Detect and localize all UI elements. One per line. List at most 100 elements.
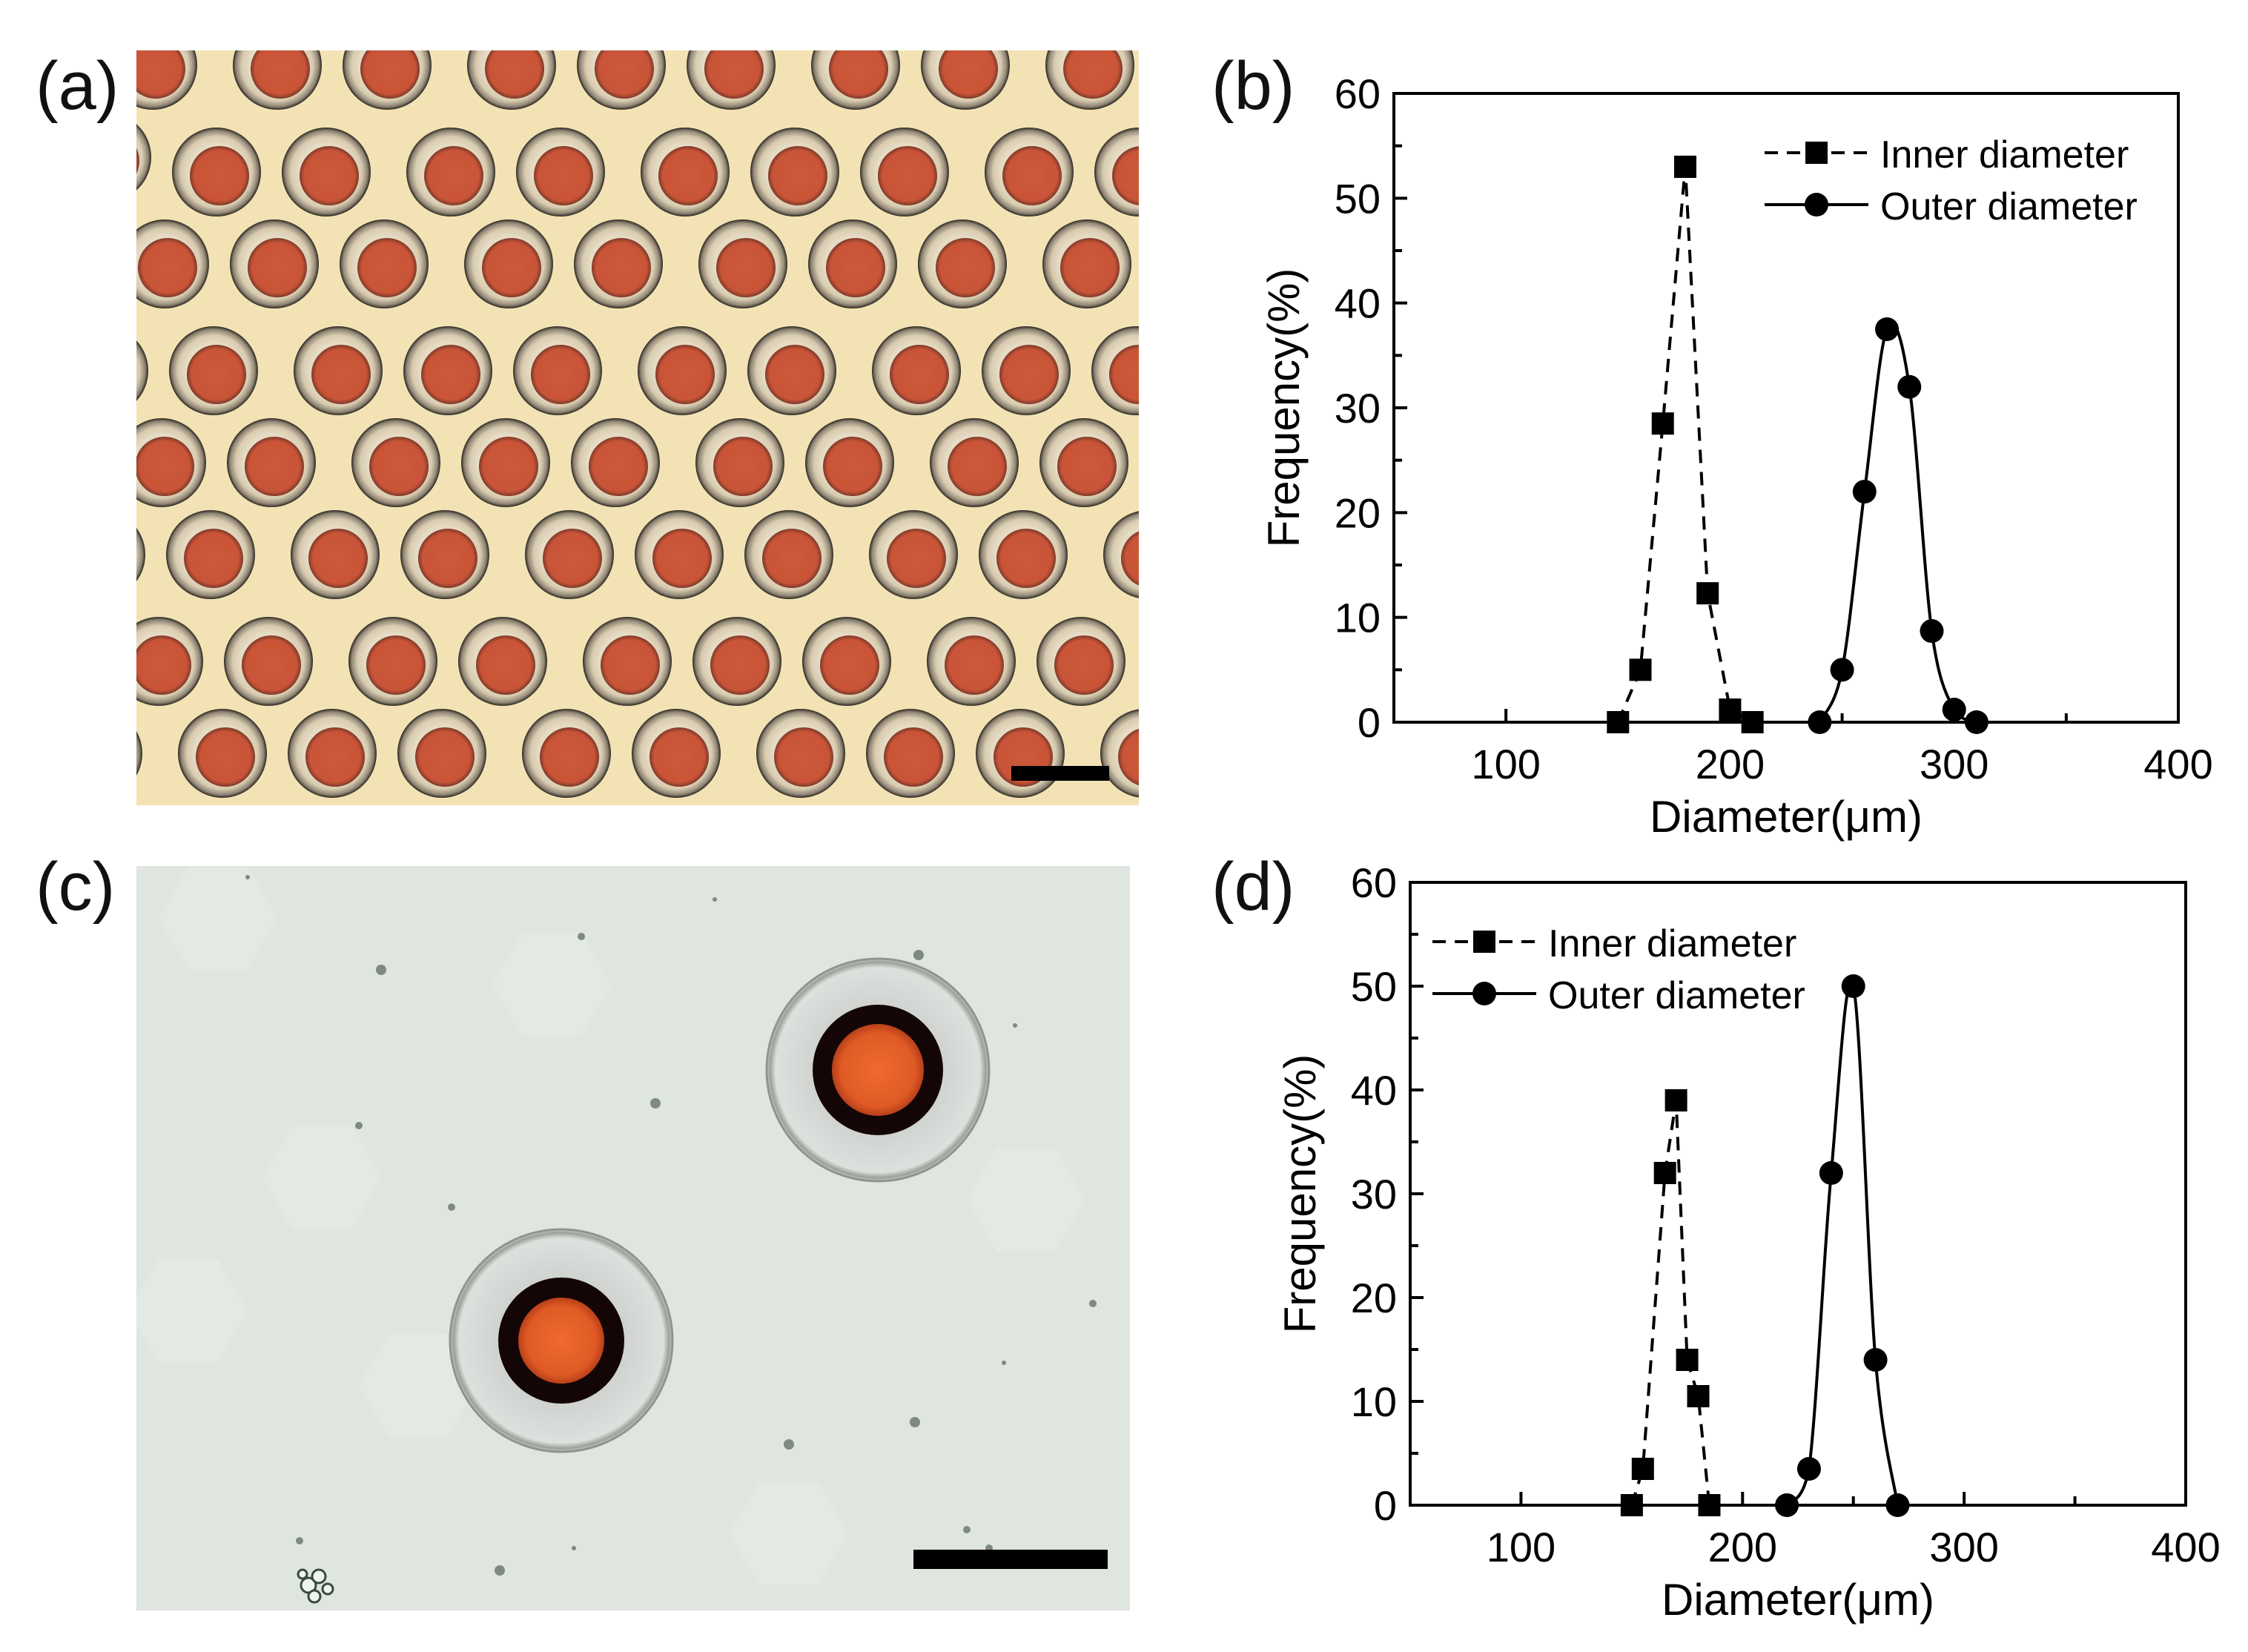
droplet	[291, 510, 380, 599]
x-tick-label: 400	[2143, 741, 2212, 787]
droplet	[765, 957, 991, 1183]
debris-particle	[713, 897, 717, 902]
droplet	[1039, 418, 1128, 507]
debris-particle	[1013, 1023, 1017, 1028]
background-texture	[262, 1126, 381, 1229]
bubble	[321, 1582, 334, 1596]
droplet-core	[1002, 146, 1062, 205]
droplet-core	[1060, 238, 1120, 297]
droplet	[458, 617, 547, 706]
droplet	[136, 219, 209, 308]
y-tick-label: 60	[1335, 70, 1381, 117]
scale-bar-c	[913, 1550, 1108, 1569]
background-texture	[492, 933, 611, 1037]
debris-particle	[913, 950, 924, 960]
series-outer-diameter	[1775, 974, 1910, 1517]
droplet	[169, 326, 258, 415]
bubble	[297, 1568, 308, 1580]
data-point-square	[1653, 1162, 1676, 1184]
droplet-core	[482, 238, 541, 297]
droplet-core	[311, 345, 371, 404]
droplet-core	[196, 727, 255, 787]
x-tick-label: 100	[1471, 741, 1540, 787]
droplet	[574, 219, 663, 308]
series-line	[1785, 979, 1900, 1507]
data-point-circle	[1808, 710, 1832, 734]
droplet-core	[1112, 146, 1139, 205]
series-inner-diameter	[1620, 1089, 1721, 1516]
y-tick-label: 30	[1351, 1171, 1397, 1217]
legend-label: Inner diameter	[1548, 922, 1796, 965]
data-point-circle	[1875, 317, 1900, 341]
droplet	[1045, 50, 1134, 110]
droplet-core	[543, 529, 602, 588]
droplet-shell	[136, 124, 151, 191]
droplet	[1091, 326, 1139, 415]
data-point-square	[1696, 582, 1719, 605]
y-tick-label: 40	[1351, 1067, 1397, 1114]
bubble	[311, 1568, 327, 1585]
droplet	[1103, 511, 1139, 598]
droplet-core	[713, 437, 773, 496]
panel-label-a: (a)	[36, 48, 119, 124]
droplet	[224, 617, 313, 706]
droplet-core	[1057, 437, 1117, 496]
panel-label-b: (b)	[1211, 48, 1295, 124]
droplet-core	[534, 146, 593, 205]
droplet-core	[829, 50, 888, 99]
droplet-core	[369, 437, 429, 496]
data-point-circle	[1852, 480, 1877, 504]
droplet	[802, 617, 891, 706]
x-axis-label: Diameter(μm)	[1662, 1575, 1934, 1625]
droplet	[985, 128, 1074, 217]
droplet	[1100, 709, 1139, 798]
legend-entry: Inner diameter	[1765, 133, 2129, 176]
droplet	[136, 50, 197, 110]
chart-d: 100 200 300 400 0 10 20 30 40 50 60 Diameter(μm) Fre…	[1275, 859, 2221, 1625]
droplet	[869, 510, 958, 599]
droplet	[467, 50, 556, 110]
droplet	[294, 326, 383, 415]
x-tick-label: 300	[1929, 1524, 1998, 1570]
droplet-core	[360, 50, 420, 99]
data-point-square	[1741, 711, 1764, 733]
droplet-core	[242, 635, 301, 695]
droplet	[516, 128, 605, 217]
droplet	[136, 418, 206, 507]
micrograph-a	[136, 50, 1139, 805]
droplet	[449, 1228, 674, 1453]
droplet	[687, 50, 776, 110]
droplet-core	[190, 146, 249, 205]
droplet-core	[476, 635, 535, 695]
debris-particle	[245, 875, 250, 879]
droplet	[397, 709, 486, 798]
legend-marker-circle	[1472, 982, 1496, 1005]
droplet-core	[540, 727, 599, 787]
data-point-circle	[1897, 374, 1922, 399]
debris-particle	[578, 933, 585, 940]
droplet-core	[936, 238, 995, 297]
droplet-core	[366, 635, 426, 695]
data-point-square	[1620, 1494, 1643, 1516]
droplet	[288, 709, 377, 798]
y-tick-label: 20	[1351, 1275, 1397, 1321]
data-point-circle	[1942, 698, 1966, 722]
droplet-core	[832, 1024, 924, 1116]
data-point-square	[1719, 698, 1742, 721]
droplet-core	[136, 437, 194, 496]
droplet-core	[1118, 728, 1139, 786]
series-line	[1616, 166, 1753, 724]
droplet-core	[1109, 345, 1139, 404]
data-point-square	[1673, 155, 1696, 178]
x-tick-label: 300	[1920, 741, 1989, 787]
droplet-core	[762, 529, 821, 588]
droplet-core	[887, 529, 946, 588]
droplet	[348, 617, 437, 706]
background-texture	[359, 1333, 477, 1437]
droplet-core	[774, 727, 833, 787]
droplet	[461, 418, 550, 507]
droplet-core	[479, 437, 538, 496]
droplet	[343, 50, 432, 110]
droplet-core	[485, 50, 544, 99]
droplet	[172, 128, 261, 217]
